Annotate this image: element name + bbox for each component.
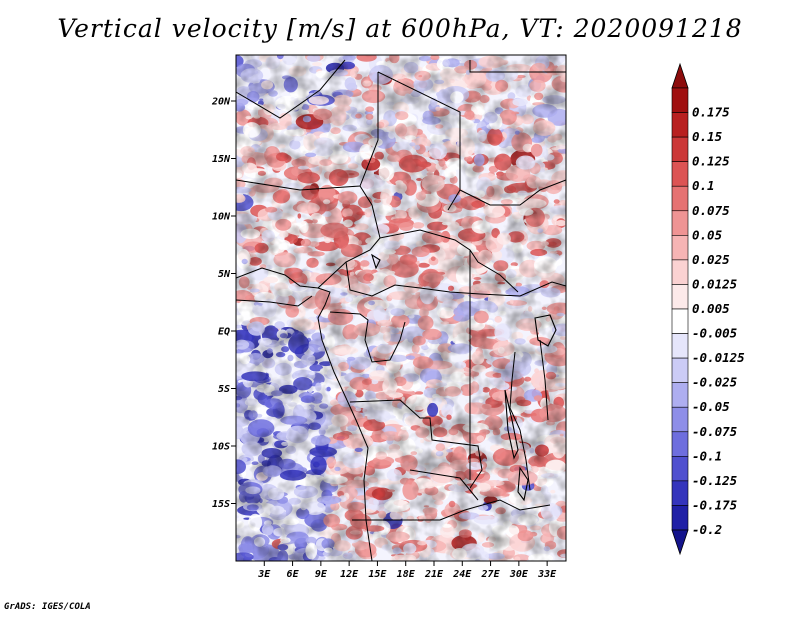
lon-label: 24E <box>452 569 472 580</box>
longitude-axis: 3E 6E 9E 12E 15E 18E 21E 24E 27E 30E 33E <box>257 561 557 580</box>
colorbar-label: 0.025 <box>692 252 730 267</box>
lon-label: 3E <box>257 569 271 580</box>
lon-label: 30E <box>509 569 529 580</box>
colorbar-label: 0.175 <box>692 105 730 120</box>
latitude-axis: 20N 15N 10N 5N EQ 5S 10S 15S <box>211 97 236 510</box>
colorbar-min-arrow <box>671 529 689 556</box>
colorbar-swatch <box>671 333 689 359</box>
map-frame <box>235 54 567 562</box>
lon-label: 33E <box>537 569 557 580</box>
lon-label: 15E <box>368 569 387 580</box>
lat-label: 10N <box>212 212 231 223</box>
lon-label: 21E <box>424 569 444 580</box>
colorbar-label: 0.125 <box>692 154 730 169</box>
lon-label: 27E <box>481 569 501 580</box>
colorbar-label: -0.005 <box>692 326 738 341</box>
country-borders <box>236 59 566 561</box>
field-texture <box>236 55 566 561</box>
colorbar-label: -0.125 <box>692 473 738 488</box>
colorbar-label: 0.15 <box>692 129 723 144</box>
colorbar-label: 0.005 <box>692 301 730 316</box>
lon-label: 12E <box>340 569 359 580</box>
map-title: Vertical velocity [m/s] at 600hPa, VT: 2… <box>57 14 743 43</box>
colorbar-swatch <box>671 406 689 433</box>
colorbar-swatch <box>671 112 689 138</box>
colorbar-label: -0.0125 <box>692 350 745 365</box>
colorbar-label: 0.05 <box>692 227 723 242</box>
lat-label: 20N <box>211 97 231 108</box>
colorbar-swatch <box>671 505 689 531</box>
colorbar-label: 0.0125 <box>692 276 738 291</box>
colorbar-swatch <box>671 308 689 334</box>
colorbar-label: -0.05 <box>692 399 730 414</box>
colorbar-label: 0.1 <box>692 178 715 193</box>
colorbar-label: -0.025 <box>692 375 738 390</box>
colorbar-swatch <box>671 235 689 261</box>
colorbar-swatch <box>671 456 689 482</box>
lon-label: 6E <box>287 569 300 580</box>
colorbar-swatch <box>671 136 689 162</box>
colorbar-max-arrow <box>671 62 689 89</box>
colorbar-label: 0.075 <box>692 203 730 218</box>
lat-label: 15S <box>212 499 230 510</box>
colorbar-swatch <box>671 284 689 310</box>
colorbar-label: -0.075 <box>692 424 738 439</box>
colorbar-swatch <box>671 161 689 187</box>
lon-label: 18E <box>397 569 416 580</box>
colorbar-swatch <box>671 382 689 408</box>
colorbar-label: -0.2 <box>692 522 722 537</box>
lat-label: 5N <box>218 269 231 280</box>
colorbar-swatch <box>671 210 689 236</box>
colorbar-swatch <box>671 87 689 113</box>
colorbar: 0.175 0.15 0.125 0.1 0.075 0.05 0.025 0.0125 0.0… <box>671 62 745 556</box>
lon-label: 9E <box>315 569 328 580</box>
colorbar-swatch <box>671 259 689 285</box>
lat-label: 10S <box>212 442 230 453</box>
colorbar-swatch <box>671 480 689 506</box>
lat-label: EQ <box>218 327 230 338</box>
lat-label: 15N <box>212 154 231 165</box>
colorbar-label: -0.1 <box>692 448 722 463</box>
grads-credit: GrADS: IGES/COLA <box>4 602 91 612</box>
colorbar-swatch <box>671 431 689 457</box>
colorbar-label: -0.175 <box>692 497 738 512</box>
lakes <box>371 253 557 502</box>
colorbar-swatch <box>671 357 689 383</box>
colorbar-swatch <box>671 185 689 212</box>
lat-label: 5S <box>218 384 230 395</box>
